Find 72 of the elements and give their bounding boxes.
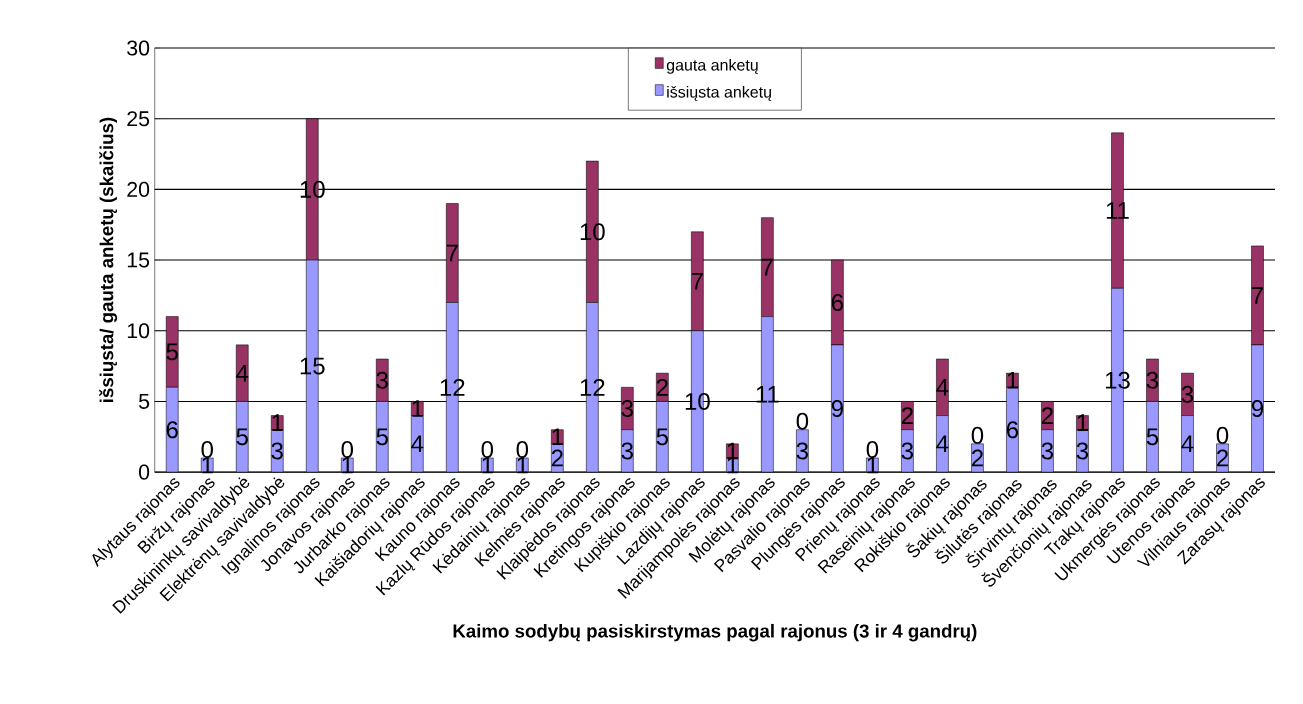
data-label: 3 (1076, 442, 1089, 460)
data-label: 12 (440, 378, 465, 396)
data-label: 1 (552, 428, 563, 445)
data-label: 2 (901, 407, 913, 424)
data-label: 12 (580, 378, 605, 396)
data-label: 3 (796, 442, 808, 460)
y-tick-label: 10 (127, 323, 150, 339)
data-label: 0 (516, 440, 529, 458)
x-axis-title: Kaimo sodybų pasiskirstymas pagal rajonus (3 ir 4 gandrų) (453, 623, 977, 642)
data-label: 5 (166, 343, 178, 361)
data-label: 0 (866, 440, 879, 458)
data-label: 2 (1217, 449, 1228, 467)
y-tick-label: 20 (127, 181, 150, 197)
data-label: 1 (342, 456, 353, 474)
bar (376, 358, 389, 402)
data-label: 5 (656, 428, 669, 446)
y-tick-label: 0 (138, 464, 150, 480)
data-label: 5 (376, 428, 388, 446)
data-label: 0 (1216, 426, 1229, 444)
data-label: 1 (272, 414, 283, 431)
data-label: 4 (936, 435, 949, 453)
data-label: 3 (376, 371, 388, 389)
data-label: 5 (236, 428, 248, 446)
data-label: 1 (1077, 414, 1088, 431)
legend-label: išsiųsta anketų (667, 85, 772, 101)
data-label: 9 (1251, 399, 1264, 417)
data-label: 2 (1041, 407, 1053, 424)
data-label: 6 (166, 421, 178, 439)
bar (235, 344, 249, 402)
data-label: 1 (867, 456, 878, 474)
legend-label: gauta anketų (666, 58, 758, 74)
data-label: 6 (831, 293, 844, 311)
data-label: 9 (831, 399, 843, 417)
data-label: 0 (341, 440, 354, 458)
data-label: 0 (796, 412, 809, 430)
data-label: 2 (656, 378, 668, 396)
data-label: 7 (446, 244, 458, 262)
data-label: 3 (1146, 371, 1159, 389)
data-label: 2 (971, 449, 983, 467)
data-label: 6 (1006, 421, 1019, 439)
data-label: 1 (202, 456, 213, 474)
data-label: 10 (685, 392, 710, 410)
data-label: 7 (761, 258, 773, 276)
data-label: 3 (271, 442, 283, 460)
data-label: 2 (551, 449, 563, 467)
y-tick-label: 25 (127, 111, 150, 127)
data-label: 0 (971, 426, 984, 444)
data-label: 3 (1041, 442, 1054, 460)
data-label: 0 (201, 440, 213, 458)
data-label: 7 (691, 272, 703, 290)
data-label: 7 (1252, 287, 1263, 304)
data-label: 13 (1105, 371, 1130, 389)
data-label: 5 (1146, 428, 1159, 446)
y-tick-label: 5 (138, 393, 150, 409)
data-label: 1 (1007, 371, 1018, 389)
data-label: 15 (300, 357, 325, 375)
data-label: 1 (482, 456, 493, 474)
data-label: 3 (621, 399, 633, 417)
data-label: 4 (236, 364, 249, 382)
data-label: 3 (621, 442, 633, 460)
data-label: 1 (412, 400, 423, 417)
data-label: 4 (936, 378, 949, 396)
data-label: 0 (481, 440, 494, 458)
y-tick-label: 30 (127, 40, 150, 56)
bar (936, 358, 949, 416)
data-label: 1 (517, 456, 528, 474)
data-label: 3 (1181, 385, 1194, 403)
y-axis-title: išsiųsta/ gauta anketų (skaičius) (99, 117, 118, 402)
data-label: 4 (1181, 435, 1194, 453)
data-label: 4 (411, 435, 424, 453)
data-label: 3 (901, 442, 914, 460)
y-tick-label: 15 (127, 252, 150, 268)
